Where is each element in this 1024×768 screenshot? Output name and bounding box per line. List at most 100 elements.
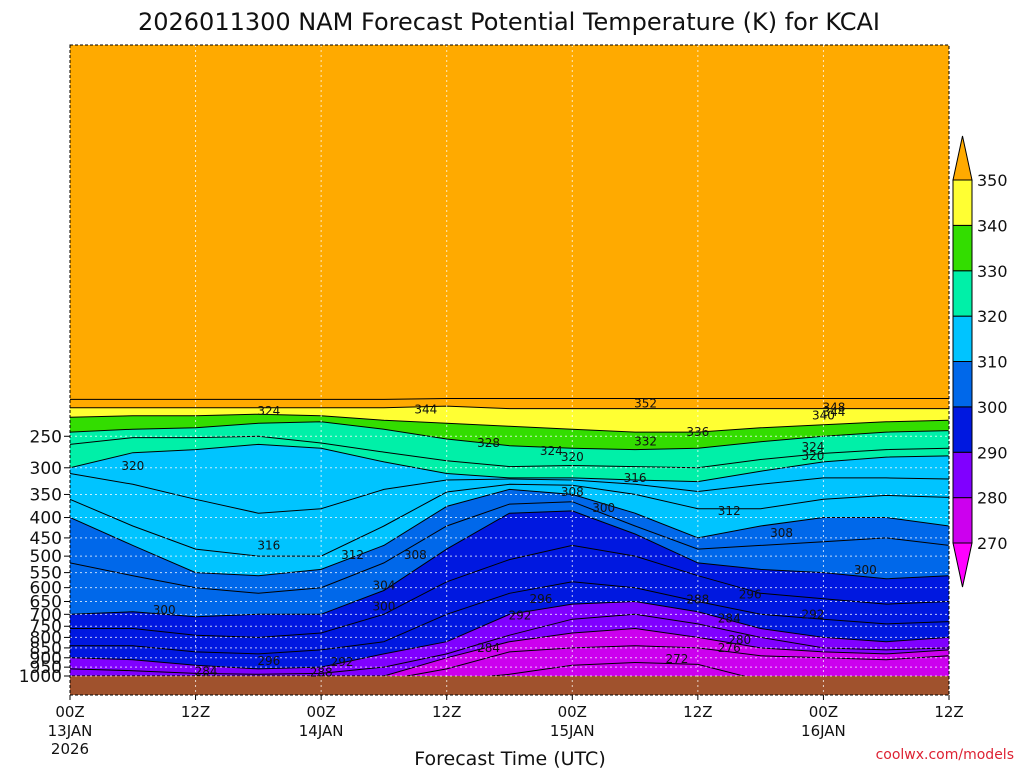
isotherm-300k (70, 510, 949, 618)
contour-label: 344 (414, 402, 437, 416)
contour-label: 272 (665, 652, 688, 666)
y-tick-label: 800 (30, 628, 62, 648)
y-tick-label: 300 (30, 459, 62, 479)
grid-lines (70, 45, 949, 695)
isotherm-292k (70, 581, 949, 655)
contour-label: 324 (802, 440, 825, 454)
colorbar-tick-label: 280 (977, 489, 1008, 508)
contour-label: 300 (372, 600, 395, 614)
x-tick-date: 13JAN (48, 722, 93, 740)
y-tick-label: 700 (30, 605, 62, 625)
contour-label: 304 (372, 578, 395, 592)
contour-label: 300 (153, 603, 176, 617)
plot-frame (69, 44, 950, 696)
colorbar-tick-label: 330 (977, 262, 1008, 281)
x-axis-label: Forecast Time (UTC) (414, 748, 605, 768)
contour-fill-bands (70, 45, 949, 695)
contour-label: 320 (121, 459, 144, 473)
contour-label: 340 (812, 409, 835, 423)
y-tick-label: 750 (30, 617, 62, 637)
x-tick-date: 14JAN (299, 722, 344, 740)
colorbar-swatch (952, 361, 973, 408)
y-tick-label: 900 (30, 649, 62, 669)
contour-label: 292 (509, 609, 532, 623)
colorbar-swatch (952, 224, 973, 272)
x-tick-label: 12Z (432, 703, 461, 721)
contour-label: 292 (802, 607, 825, 621)
isotherm-316k (70, 473, 949, 514)
colorbar-over-triangle (952, 135, 973, 181)
y-tick-label: 250 (30, 427, 62, 447)
colorbar-swatch (952, 270, 973, 317)
x-tick-label: 00Z (558, 703, 587, 721)
credit-text: coolwx.com/models (876, 747, 1014, 763)
contour-label: 300 (592, 501, 615, 515)
isotherm-284k (70, 613, 949, 675)
contour-label: 324 (540, 444, 563, 458)
contour-label: 336 (686, 425, 709, 439)
isotherm-324k (70, 435, 949, 469)
y-tick-label: 450 (30, 529, 62, 549)
contour-label: 316 (257, 538, 280, 552)
contour-label: 300 (854, 563, 877, 577)
x-tick-label: 12Z (934, 703, 963, 721)
isotherm-312k (70, 483, 949, 557)
contour-label: 288 (686, 593, 709, 607)
colorbar-tick-label: 320 (977, 307, 1008, 326)
isotherm-330k (70, 421, 949, 451)
colorbar: 270 280 290 300 310 320 330 340 350 (952, 135, 1008, 588)
x-tick-label: 12Z (181, 703, 210, 721)
contour-label: 296 (739, 588, 762, 602)
contour-label: 320 (561, 450, 584, 464)
colorbar-swatch (952, 179, 973, 226)
terrain-ground (70, 676, 949, 695)
contour-label: 320 (802, 449, 825, 463)
y-tick-label: 850 (30, 639, 62, 659)
isotherm-308k (70, 488, 949, 577)
y-tick-label: 650 (30, 593, 62, 613)
contour-label: 292 (331, 655, 354, 669)
isotherm-304k (70, 501, 949, 594)
isotherm-352k (70, 398, 949, 400)
contour-label: 328 (477, 436, 500, 450)
x-tick-year: 2026 (51, 740, 89, 758)
contour-label: 284 (718, 611, 741, 625)
isotherm-336k (70, 413, 949, 433)
contour-label: 308 (561, 485, 584, 499)
contour-label: 316 (624, 471, 647, 485)
x-tick-date: 16JAN (801, 722, 846, 740)
y-tick-label: 350 (30, 485, 62, 505)
colorbar-tick-label: 290 (977, 443, 1008, 462)
contour-label: 348 (822, 401, 845, 415)
colorbar-tick-label: 340 (977, 216, 1008, 235)
x-tick-label: 00Z (809, 703, 838, 721)
isotherm-296k (70, 544, 949, 638)
contour-label: 280 (728, 633, 751, 647)
contour-label: 312 (718, 504, 741, 518)
y-tick-label: 400 (30, 509, 62, 529)
contour-label: 312 (341, 548, 364, 562)
contour-label: 308 (404, 548, 427, 562)
chart-title: 2026011300 NAM Forecast Potential Temper… (138, 8, 880, 36)
contour-label: 296 (257, 654, 280, 668)
colorbar-swatch (952, 497, 973, 544)
contour-label: 332 (634, 435, 657, 449)
contour-label: 296 (529, 592, 552, 606)
colorbar-swatch (952, 406, 973, 453)
y-tick-label: 1000 (19, 667, 62, 687)
isotherm-288k (70, 600, 949, 670)
colorbar-tick-label: 350 (977, 171, 1008, 190)
colorbar-tick-label: 300 (977, 398, 1008, 417)
contour-label: 308 (770, 526, 793, 540)
colorbar-swatch (952, 315, 973, 362)
contour-label: 344 (822, 405, 845, 419)
isotherm-320k (70, 443, 949, 483)
y-tick-label: 950 (30, 658, 62, 678)
x-tick-label: 00Z (306, 703, 335, 721)
colorbar-tick-label: 310 (977, 353, 1008, 372)
colorbar-swatch (952, 451, 973, 499)
contour-label: 284 (477, 641, 500, 655)
y-tick-label: 600 (30, 579, 62, 599)
